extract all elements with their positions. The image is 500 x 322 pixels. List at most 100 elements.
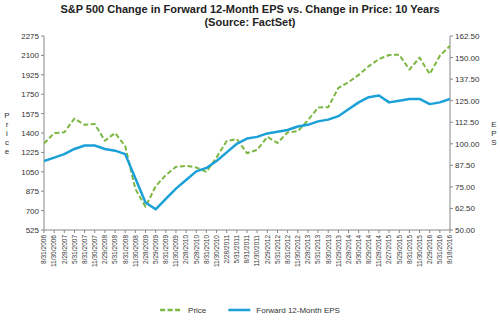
y-tick-label: 1400 <box>21 129 39 138</box>
x-tick <box>216 230 217 233</box>
x-tick-label: 5/31/2012 <box>274 235 281 264</box>
x-tick-label: 8/31/2009 <box>162 235 169 264</box>
x-tick <box>409 230 410 233</box>
y-tick <box>41 133 44 134</box>
y-tick <box>41 113 44 114</box>
chart: S&P 500 Change in Forward 12-Month EPS v… <box>0 0 500 322</box>
series-line <box>44 46 450 207</box>
x-tick <box>247 230 248 233</box>
x-tick <box>125 230 126 233</box>
y-tick <box>41 171 44 172</box>
y-tick-label: 1575 <box>21 110 39 119</box>
x-tick-label: 2/28/2013 <box>304 235 311 264</box>
y-tick-label: 1050 <box>21 168 39 177</box>
x-tick-label: 2/29/2008 <box>101 235 108 264</box>
y2-tick <box>450 36 453 37</box>
y2-tick <box>450 186 453 187</box>
y2-tick <box>450 208 453 209</box>
x-tick <box>318 230 319 233</box>
x-tick <box>389 230 390 233</box>
x-tick-label: 2/29/2012 <box>264 235 271 264</box>
y-axis-title-letter: P <box>4 111 9 120</box>
series-line <box>44 95 450 209</box>
x-tick-label: 11/30/2012 <box>294 235 301 267</box>
y2-tick <box>450 165 453 166</box>
x-tick <box>94 230 95 233</box>
x-tick <box>419 230 420 233</box>
y-tick-label: 2275 <box>21 32 39 41</box>
y2-tick-label: 87.50 <box>455 161 476 170</box>
x-tick <box>429 230 430 233</box>
y2-tick-label: 112.50 <box>455 118 479 127</box>
y2-tick-label: 75.00 <box>455 183 476 192</box>
x-tick-label: 5/29/2009 <box>152 235 159 264</box>
legend: Price Forward 12-Month EPS <box>160 306 340 315</box>
x-tick-label: 5/31/2008 <box>111 235 118 264</box>
x-tick-label: 11/29/2013 <box>335 235 342 267</box>
y-tick <box>41 152 44 153</box>
legend-label: Price <box>188 306 207 315</box>
y2-tick-label: 162.50 <box>455 32 480 41</box>
x-tick-label: 11/30/2011 <box>253 235 260 267</box>
x-tick-label: 5/31/2011 <box>233 235 240 264</box>
x-tick <box>226 230 227 233</box>
y-tick <box>41 210 44 211</box>
x-tick-label: 5/30/2014 <box>355 235 362 264</box>
y-tick-label: 525 <box>26 226 40 235</box>
y2-tick-label: 125.00 <box>455 97 480 106</box>
y2-tick-label: 50.00 <box>455 226 476 235</box>
x-tick-label: 8/31/2010 <box>203 235 210 264</box>
y-axis-title: Price <box>4 111 9 156</box>
y-tick <box>41 36 44 37</box>
x-tick-label: 8/30/2013 <box>325 235 332 264</box>
x-tick-label: 11/30/2007 <box>91 235 98 267</box>
x-tick <box>236 230 237 233</box>
x-tick-label: 2/28/2007 <box>61 235 68 264</box>
x-tick <box>44 230 45 233</box>
y-tick <box>41 191 44 192</box>
subtitle: (Source: FactSet) <box>204 16 295 28</box>
x-tick <box>358 230 359 233</box>
x-tick <box>165 230 166 233</box>
y-tick-label: 1225 <box>21 148 39 157</box>
y-tick-label: 1750 <box>21 90 39 99</box>
x-tick <box>155 230 156 233</box>
y2-axis-title-letter: P <box>491 129 496 138</box>
x-tick <box>287 230 288 233</box>
x-tick <box>84 230 85 233</box>
x-tick <box>175 230 176 233</box>
y-axis-title-letter: i <box>6 129 8 138</box>
x-tick-label: 11/30/2015 <box>416 235 423 267</box>
y-tick-label: 700 <box>26 207 40 216</box>
x-tick <box>145 230 146 233</box>
x-tick-label: 11/30/2006 <box>50 235 57 267</box>
y2-tick-label: 62.50 <box>455 204 476 213</box>
x-tick-label: 8/18/2016 <box>446 235 453 264</box>
y2-tick <box>450 57 453 58</box>
legend-label: Forward 12-Month EPS <box>256 306 340 315</box>
x-tick-label: 8/31/2012 <box>284 235 291 264</box>
x-tick <box>64 230 65 233</box>
x-tick <box>328 230 329 233</box>
x-tick-label: 5/28/2010 <box>193 235 200 264</box>
x-tick-label: 5/29/2015 <box>396 235 403 264</box>
x-tick-label: 2/28/2010 <box>182 235 189 264</box>
x-tick-label: 8/31/2006 <box>40 235 47 264</box>
x-tick <box>206 230 207 233</box>
x-tick-label: 2/28/2009 <box>142 235 149 264</box>
y2-axis-title-letter: E <box>491 120 496 129</box>
x-tick <box>277 230 278 233</box>
x-tick <box>338 230 339 233</box>
y-tick <box>41 55 44 56</box>
y-tick-label: 875 <box>26 187 40 196</box>
x-tick <box>104 230 105 233</box>
x-tick-label: 11/28/2014 <box>375 235 382 267</box>
y2-tick-label: 100.00 <box>455 140 480 149</box>
x-tick-label: 11/30/2009 <box>172 235 179 267</box>
plot-area <box>44 46 450 210</box>
y-axis-title-letter: c <box>5 138 9 147</box>
y2-tick-label: 137.50 <box>455 75 480 84</box>
x-tick-label: 5/31/2016 <box>436 235 443 264</box>
y-tick-label: 1925 <box>21 71 39 80</box>
x-tick <box>267 230 268 233</box>
